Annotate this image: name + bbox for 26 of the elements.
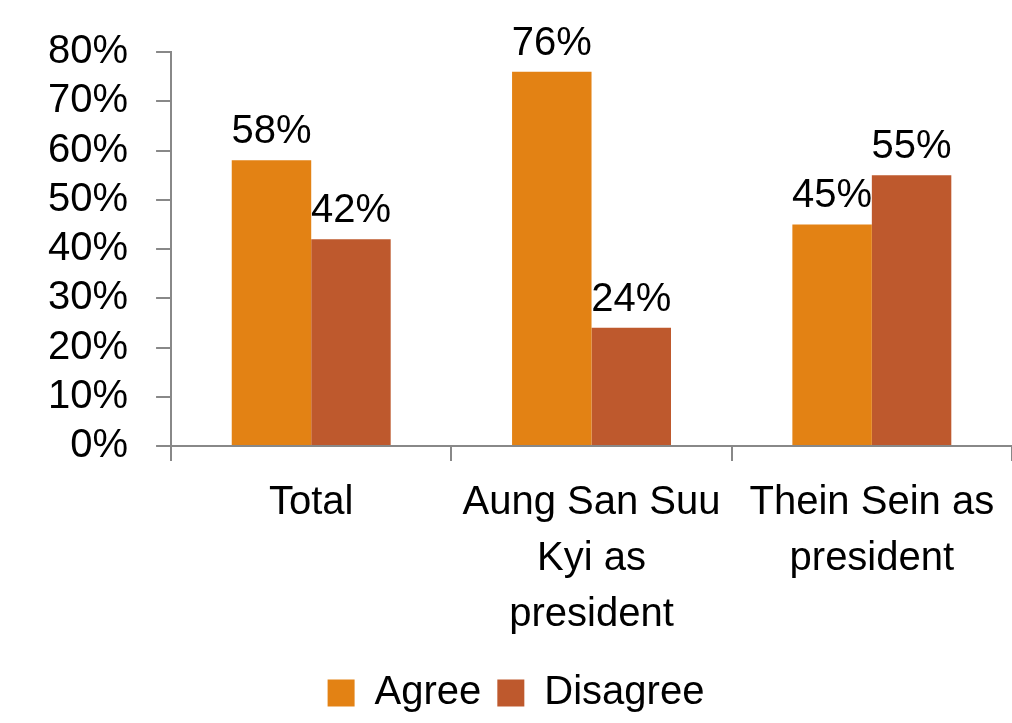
x-tick-label: Total xyxy=(268,478,354,523)
y-tick-label: 40% xyxy=(48,224,129,269)
bar xyxy=(231,160,312,445)
y-tick-label: 80% xyxy=(48,27,129,72)
bar xyxy=(311,239,391,445)
bar xyxy=(512,71,592,445)
y-tick-label: 30% xyxy=(48,273,129,318)
y-tick-label: 0% xyxy=(70,421,129,466)
x-tick-label: Aung San Suu Kyi as president xyxy=(462,478,721,635)
legend-label: Disagree xyxy=(544,668,705,713)
bar xyxy=(591,327,671,445)
data-label: 45% xyxy=(792,171,873,216)
y-tick-label: 10% xyxy=(48,371,129,416)
y-tick-label: 50% xyxy=(48,174,129,219)
y-tick-label: 70% xyxy=(48,76,129,121)
bar xyxy=(871,175,952,445)
legend-label: Agree xyxy=(374,668,482,713)
x-tick-label: Thein Sein as president xyxy=(749,478,995,579)
data-label: 24% xyxy=(591,274,672,319)
y-tick-label: 60% xyxy=(48,125,129,170)
data-label: 76% xyxy=(511,18,592,63)
data-label: 55% xyxy=(871,122,952,167)
bar xyxy=(792,224,872,445)
data-label: 42% xyxy=(310,186,391,231)
y-tick-label: 20% xyxy=(48,322,129,367)
data-label: 58% xyxy=(231,107,312,152)
